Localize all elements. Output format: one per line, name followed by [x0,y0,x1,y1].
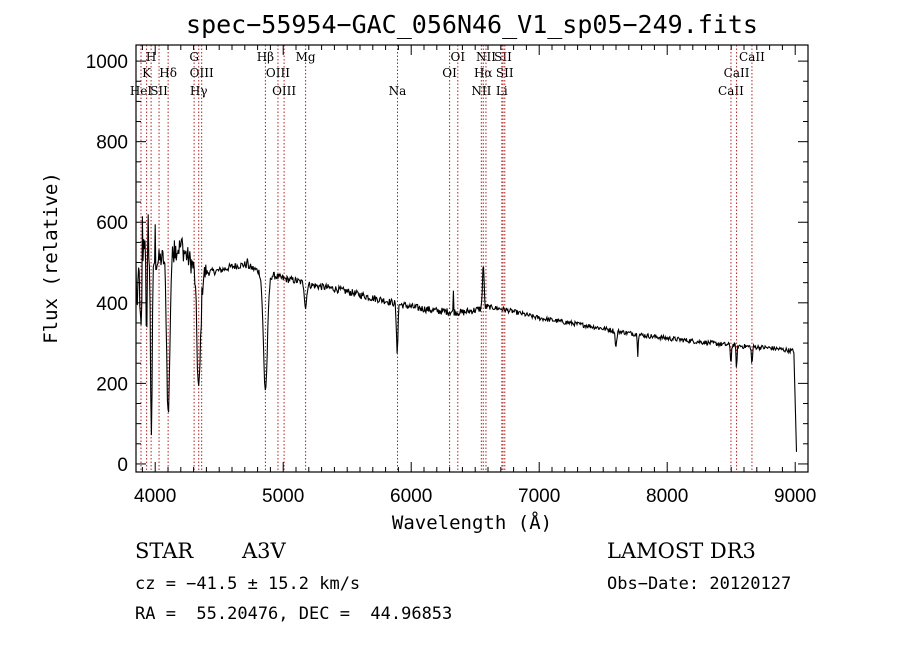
plot-axes: 4000 5000 6000 7000 8000 9000 0 200 400 600 800 100… [86,44,816,507]
spectral-line-label: Hδ [159,66,177,80]
spectral-line-label: Mg [296,50,316,64]
spectral-line-label: SII [496,66,514,80]
chart-title: spec−55954−GAC_056N46_V1_sp05−249.fits [186,10,758,39]
obs-date-text: Obs−Date: 20120127 [607,574,792,594]
spectral-line-label: Li [496,84,508,98]
x-axis-label: Wavelength (Å) [392,511,552,534]
spectral-line-label: NII [476,50,496,64]
y-tick-label: 800 [96,133,128,154]
spectral-line-label: H [146,50,156,64]
spectral-line-label: HeI [130,84,153,98]
y-tick-label: 400 [96,294,128,315]
spectral-line-label: OIII [266,66,290,80]
spectral-line-label: Na [389,84,407,98]
x-tick-label: 8000 [646,486,688,507]
spectrum-line [135,214,798,452]
spectral-line-label: CaII [724,66,750,80]
spectrum-series [135,214,798,452]
spectral-line-markers: KHHeISIIHδGOIIIHγHβOIIIOIIIMgNaOIOINIIHα… [130,45,765,472]
spectral-line-label: Hα [474,66,493,80]
x-tick-label: 9000 [774,486,816,507]
y-tick-label: 1000 [86,52,128,73]
spectral-line-label: OIII [190,66,214,80]
y-tick-label: 600 [96,213,128,234]
x-tick-label: 6000 [390,486,432,507]
spectral-line-label: G [189,50,199,64]
spectral-line-label: NII [471,84,491,98]
spectral-line-label: K [142,66,152,80]
plot-frame [135,44,809,473]
spectral-line-label: SII [150,84,168,98]
spectral-line-label: OIII [272,84,296,98]
spectral-line-label: CaII [739,50,765,64]
spectral-line-label: CaII [718,84,744,98]
coordinates-text: RA = 55.20476, DEC = 44.96853 [135,604,453,624]
x-tick-label: 4000 [134,486,176,507]
spectral-line-label: OI [451,50,466,64]
survey-name: LAMOST DR3 [607,539,756,563]
y-axis-label: Flux (relative) [40,172,62,344]
y-tick-label: 200 [96,374,128,395]
x-tick-label: 7000 [518,486,560,507]
spectral-line-label: Hβ [257,50,274,64]
spectral-line-label: OI [442,66,457,80]
spectral-line-label: SII [494,50,512,64]
y-tick-label: 0 [117,455,128,476]
x-tick-label: 5000 [262,486,304,507]
spectral-line-label: Hγ [190,84,208,98]
object-subclass: A3V [242,539,286,563]
redshift-text: cz = −41.5 ± 15.2 km/s [135,574,361,594]
object-class: STAR [135,539,194,563]
